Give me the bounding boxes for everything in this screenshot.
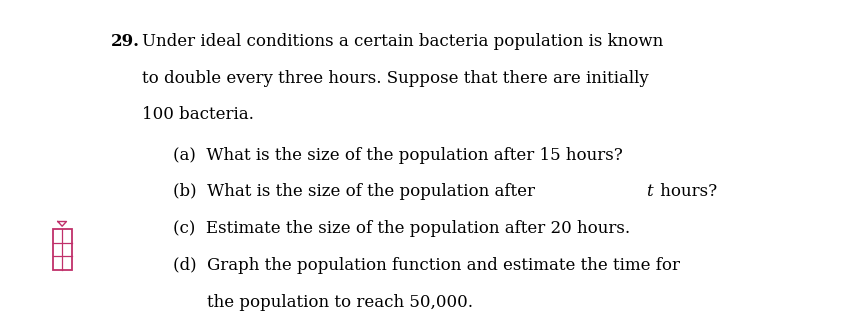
Text: (b)  What is the size of the population after: (b) What is the size of the population a…	[173, 183, 540, 200]
Text: t: t	[646, 183, 653, 200]
Text: Under ideal conditions a certain bacteria population is known: Under ideal conditions a certain bacteri…	[142, 33, 664, 50]
Text: (c)  Estimate the size of the population after 20 hours.: (c) Estimate the size of the population …	[173, 220, 630, 237]
Text: 100 bacteria.: 100 bacteria.	[142, 106, 255, 123]
Text: (d)  Graph the population function and estimate the time for: (d) Graph the population function and es…	[173, 257, 679, 274]
Text: (a)  What is the size of the population after 15 hours?: (a) What is the size of the population a…	[173, 147, 622, 163]
Text: to double every three hours. Suppose that there are initially: to double every three hours. Suppose tha…	[142, 70, 649, 86]
Text: the population to reach 50,000.: the population to reach 50,000.	[207, 294, 473, 311]
Text: 29.: 29.	[110, 33, 140, 50]
Bar	[53, 229, 72, 270]
Text: hours?: hours?	[655, 183, 717, 200]
